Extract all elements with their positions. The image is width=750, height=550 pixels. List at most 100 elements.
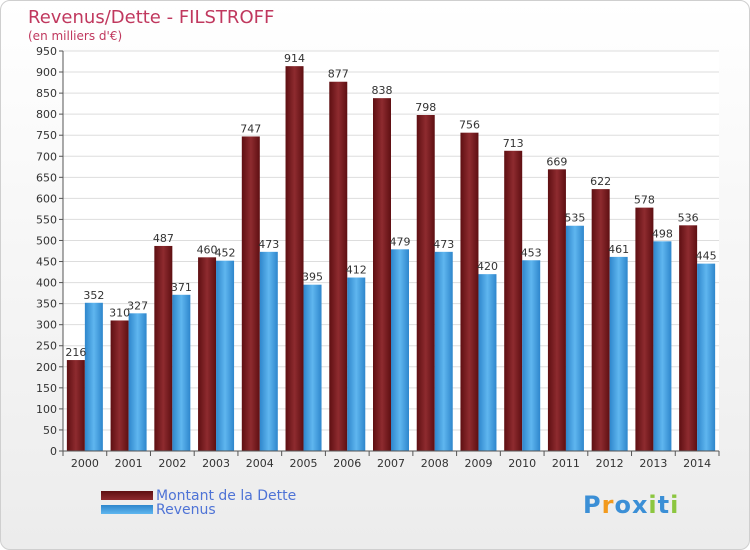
y-tick-label: 700 (36, 150, 57, 163)
y-tick-label: 950 (36, 45, 57, 58)
data-label-debt: 798 (415, 101, 436, 114)
x-tick-label: 2003 (202, 457, 230, 470)
y-tick-label: 250 (36, 340, 57, 353)
x-tick-label: 2000 (71, 457, 99, 470)
bar-revenue (391, 249, 409, 451)
y-tick-label: 400 (36, 277, 57, 290)
y-tick-label: 300 (36, 319, 57, 332)
logo-letter: P (583, 491, 602, 519)
bar-debt (591, 189, 610, 451)
bar-revenue (128, 313, 147, 451)
y-tick-label: 0 (50, 445, 57, 458)
y-tick-label: 100 (36, 403, 57, 416)
bar-revenue (216, 260, 235, 451)
legend-swatch-debt (101, 491, 153, 500)
bar-debt (198, 257, 217, 451)
y-tick-label: 850 (36, 87, 57, 100)
y-tick-label: 200 (36, 361, 57, 374)
data-label-revenue: 420 (477, 260, 498, 273)
bar-debt (635, 207, 654, 451)
data-label-debt: 669 (546, 155, 567, 168)
y-tick-label: 750 (36, 129, 57, 142)
data-label-revenue: 371 (171, 281, 192, 294)
bar-revenue (259, 251, 278, 451)
bar-revenue (434, 251, 453, 451)
bar-debt (285, 66, 304, 451)
bar-revenue (609, 256, 628, 451)
data-label-debt: 578 (634, 194, 655, 207)
y-tick-label: 900 (36, 66, 57, 79)
x-tick-label: 2009 (464, 457, 492, 470)
x-tick-label: 2011 (552, 457, 580, 470)
bar-revenue (478, 274, 497, 451)
data-label-revenue: 452 (215, 247, 236, 260)
chart-title: Revenus/Dette - FILSTROFF (28, 7, 275, 28)
bar-revenue (653, 241, 672, 451)
legend-swatch-revenue (101, 505, 153, 514)
bar-debt (460, 132, 479, 451)
bar-debt (416, 115, 435, 451)
y-tick-label: 550 (36, 213, 57, 226)
data-label-debt: 838 (372, 84, 393, 97)
data-label-revenue: 445 (696, 250, 717, 263)
data-label-revenue: 479 (390, 235, 411, 248)
bar-revenue (347, 277, 366, 451)
bar-revenue (172, 294, 191, 451)
data-label-revenue: 498 (652, 227, 673, 240)
data-label-debt: 460 (197, 243, 218, 256)
bar-debt (504, 150, 523, 451)
x-tick-label: 2013 (639, 457, 667, 470)
proxiti-logo: Proxiti (583, 491, 679, 519)
bar-revenue (697, 263, 716, 451)
x-tick-label: 2008 (421, 457, 449, 470)
data-label-debt: 713 (503, 137, 524, 150)
y-tick-label: 650 (36, 171, 57, 184)
data-label-debt: 877 (328, 68, 349, 81)
y-tick-label: 350 (36, 298, 57, 311)
y-tick-label: 500 (36, 234, 57, 247)
bar-revenue (565, 225, 584, 451)
x-tick-label: 2012 (596, 457, 624, 470)
y-tick-label: 50 (43, 424, 57, 437)
data-label-debt: 536 (678, 211, 699, 224)
data-label-revenue: 327 (127, 299, 148, 312)
bar-revenue (303, 284, 322, 451)
bar-debt (241, 136, 260, 451)
data-label-revenue: 412 (346, 264, 367, 277)
bar-debt (66, 360, 85, 451)
bar-revenue (84, 302, 103, 451)
data-label-debt: 914 (284, 52, 305, 65)
data-label-debt: 756 (459, 119, 480, 132)
data-label-revenue: 473 (258, 238, 279, 251)
bar-debt (373, 98, 391, 451)
logo-letter: i (670, 491, 680, 519)
data-label-revenue: 461 (608, 243, 629, 256)
x-tick-label: 2002 (158, 457, 186, 470)
bar-debt (679, 225, 698, 451)
bar-debt (110, 320, 129, 451)
logo-letter: i (648, 491, 658, 519)
legend-label-revenue: Revenus (156, 502, 216, 518)
data-label-revenue: 352 (83, 289, 104, 302)
logo-letter: t (657, 491, 671, 519)
logo-letter: x (631, 491, 649, 519)
x-tick-label: 2006 (333, 457, 361, 470)
data-label-revenue: 473 (433, 238, 454, 251)
x-tick-label: 2001 (115, 457, 143, 470)
logo-letter: o (614, 491, 632, 519)
data-label-debt: 310 (109, 306, 130, 319)
bar-debt (547, 169, 566, 451)
logo-letter: r (601, 491, 615, 519)
legend-label-debt: Montant de la Dette (156, 488, 297, 504)
data-label-debt: 747 (240, 122, 261, 135)
data-label-debt: 487 (153, 232, 174, 245)
x-tick-label: 2007 (377, 457, 405, 470)
x-tick-label: 2010 (508, 457, 536, 470)
bar-revenue (522, 260, 541, 451)
y-tick-label: 600 (36, 192, 57, 205)
bar-debt (154, 245, 173, 451)
chart-subtitle: (en milliers d'€) (28, 29, 123, 43)
y-tick-label: 150 (36, 382, 57, 395)
